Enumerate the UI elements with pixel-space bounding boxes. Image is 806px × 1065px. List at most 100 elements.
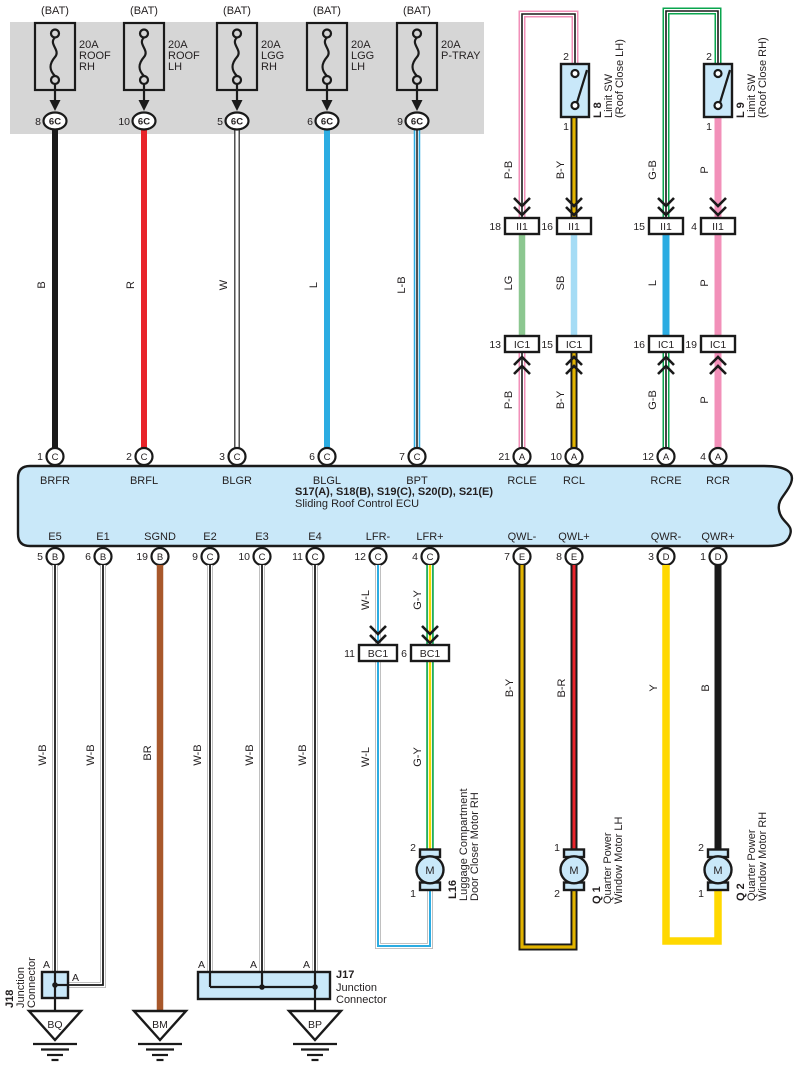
pin-number: 1 — [37, 451, 43, 463]
ecu-bottom-label: LFR+ — [416, 531, 443, 543]
pin-number: 6 — [309, 451, 315, 463]
wire-label-y: Y — [648, 684, 660, 692]
switch-sub: (Roof Close RH) — [757, 37, 769, 118]
fuse-20a-roof-lh: (BAT) 10 6C 20A ROOF LH — [118, 5, 200, 131]
motor-pin-bottom: 1 — [698, 888, 704, 900]
ecu-top-label: BRFL — [130, 475, 158, 487]
pin-number: 19 — [136, 551, 148, 563]
ecu-top-label: RCR — [706, 475, 730, 487]
fuse-20a-lgg-lh: (BAT) 6 6C 20A LGG LH — [305, 5, 374, 131]
fuse-name2: RH — [79, 61, 95, 73]
ecu-name: Sliding Roof Control ECU — [295, 498, 419, 510]
ii1-pin: 16 — [541, 221, 553, 233]
wire-label-w-l: W-L — [360, 747, 372, 767]
arrow-down-icon — [138, 100, 150, 111]
pin-letter: B — [157, 552, 163, 563]
fuse-connector-code: 6C — [138, 117, 150, 128]
fuse-name2: LH — [351, 61, 365, 73]
wire-label-l: L — [308, 282, 320, 288]
ground-bq: BQ — [26, 1009, 84, 1062]
bat-label: (BAT) — [313, 5, 341, 17]
ii1-pin: 4 — [691, 221, 697, 233]
ecu-top-label: RCLE — [507, 475, 536, 487]
motor-sub: Window Motor RH — [757, 812, 769, 901]
bat-label: (BAT) — [223, 5, 251, 17]
motor-name: Luggage Compartment — [458, 788, 470, 901]
wire-label-w-b: W-B — [297, 744, 309, 765]
motor-symbol: M — [713, 865, 722, 877]
ii1-connectors: 18 II1 16 II1 15 II1 4 II1 — [489, 197, 737, 236]
wire-label-w: W — [218, 279, 230, 290]
pin-number: 1 — [700, 551, 706, 563]
fuse-name2: RH — [261, 61, 277, 73]
ii1-label: II1 — [568, 221, 580, 233]
ecu-top-pins: C1 C2 C3 C6 C7 A21 A10 A12 A4 — [37, 446, 728, 467]
pin-letter: B — [100, 552, 106, 563]
motor-id: Q 1 — [591, 886, 603, 904]
wire-label-sb: SB — [555, 276, 567, 291]
switch-sub: (Roof Close LH) — [614, 39, 626, 118]
switch-name: Limit SW — [746, 73, 758, 118]
junction-id: J18 — [4, 990, 16, 1008]
pin-letter: D — [663, 552, 670, 563]
pin-letter: A — [519, 452, 526, 463]
pin-letter: A — [571, 452, 578, 463]
ecu-top-label: BLGR — [222, 475, 252, 487]
ic1-label: IC1 — [658, 339, 675, 351]
ground-label: BP — [308, 1019, 322, 1031]
ecu-bottom-label: E3 — [255, 531, 268, 543]
junction-name: Junction — [336, 982, 377, 994]
junction-j17: A A A J17 Junction Connector — [196, 959, 387, 1011]
fuse-pin-number: 9 — [397, 116, 403, 128]
pin-letter: E — [571, 552, 577, 563]
pin-number: 8 — [556, 551, 562, 563]
ecu-top-label: BRFR — [40, 475, 70, 487]
ground-label: BQ — [47, 1019, 62, 1031]
ground-bp: BP — [286, 1009, 344, 1062]
pin-number: 6 — [85, 551, 91, 563]
ic1-connectors: 13 IC1 15 IC1 16 IC1 19 IC1 — [489, 334, 737, 375]
pin-letter: B — [52, 552, 58, 563]
wire-label-w-b: W-B — [37, 744, 49, 765]
junction-sub: Connector — [26, 957, 38, 1008]
junction-pin-a: A — [198, 959, 205, 971]
fuse-name: ROOF — [168, 50, 200, 62]
wire-label-w-l: W-L — [360, 590, 372, 610]
switch-id: L 9 — [735, 102, 747, 118]
arrow-down-icon — [411, 100, 423, 111]
ecu-bottom-label: SGND — [144, 531, 176, 543]
motor-pin-top: 1 — [554, 842, 560, 854]
fuse-20a-p-tray: (BAT) 9 6C 20A P-TRAY — [395, 5, 481, 131]
quarter-window-wires: B-Y B-R Y B — [504, 565, 722, 951]
wire-label-b-y: B-Y — [504, 678, 516, 697]
fuse-20a-lgg-rh: (BAT) 5 6C 20A LGG RH — [215, 5, 284, 131]
battery-feed-wires: B R W L L-B — [36, 128, 421, 448]
motor-pin-bottom: 1 — [410, 888, 416, 900]
pin-letter: C — [259, 552, 266, 563]
limit-sw-l9: 2 1 L 9 Limit SW (Roof Close RH) — [702, 37, 769, 133]
arrow-down-icon — [321, 100, 333, 111]
ground-side-wires: W-B W-B BR W-B W-B W-B — [37, 565, 318, 1011]
pin-number: 3 — [219, 451, 225, 463]
pin-letter: C — [52, 452, 59, 463]
junction-pin-a: A — [43, 959, 50, 971]
pin-number: 12 — [354, 551, 366, 563]
switch-id: L 8 — [592, 102, 604, 118]
fuse-pin-number: 8 — [35, 116, 41, 128]
pin-letter: C — [375, 552, 382, 563]
junction-j18: A A J18 Junction Connector — [4, 957, 79, 1011]
motor-sub: Window Motor LH — [613, 817, 625, 904]
ecu-bottom-label: QWL- — [508, 531, 537, 543]
junction-name: Junction — [15, 967, 27, 1008]
motor-q1: M 1 2 Q 1 Quarter Power Window Motor LH — [554, 817, 625, 904]
wire-label-g-y: G-Y — [412, 590, 424, 610]
pin-number: 11 — [292, 551, 303, 563]
fuse-rating: 20A — [441, 39, 461, 51]
ecu-bottom-label: E1 — [96, 531, 109, 543]
ecu-top-label: RCRE — [650, 475, 681, 487]
wire-label-br: BR — [142, 745, 154, 760]
fuse-connector-code: 6C — [231, 117, 243, 128]
wire-label-p: P — [699, 396, 711, 403]
ic1-to-ecu-wires: P-B B-Y G-B P — [503, 352, 722, 448]
switch-pin-top: 2 — [706, 51, 712, 63]
